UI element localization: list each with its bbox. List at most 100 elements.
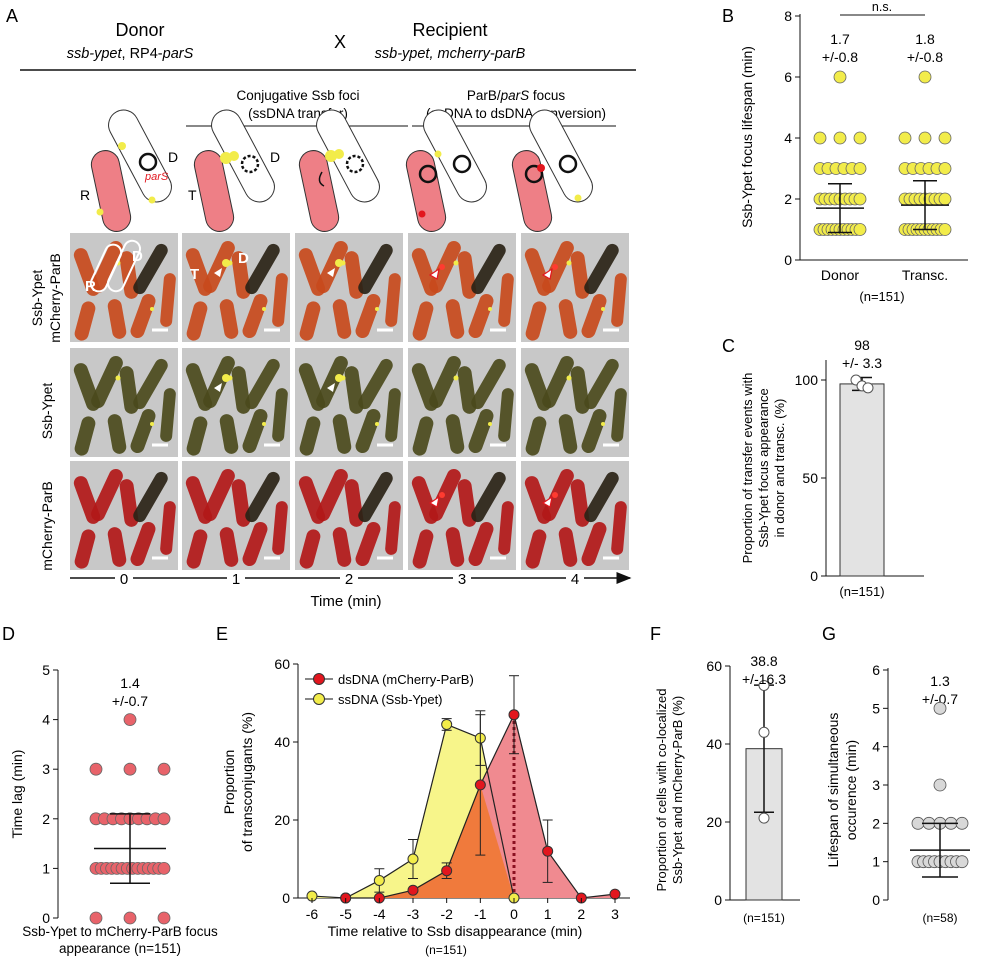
ypet-focus — [453, 375, 459, 381]
y-tick-label-40: 40 — [274, 734, 290, 750]
stage2-label-line1: ParB/parS focus — [467, 88, 566, 103]
micrograph-label-d: D — [132, 248, 143, 265]
micrograph-cell — [332, 414, 352, 454]
data-point — [918, 70, 932, 84]
label-d-2: D — [270, 149, 280, 165]
micrograph-cell — [445, 299, 465, 339]
micrograph-cell — [203, 240, 235, 294]
y-tick-label-40: 40 — [706, 736, 722, 752]
micrograph-cell — [160, 501, 176, 555]
stage1-label-line1: Conjugative Ssb foci — [236, 88, 359, 103]
g-annot-sd: +/-0.7 — [922, 691, 958, 707]
arrowhead-red — [541, 267, 553, 280]
b-points — [813, 70, 952, 236]
y-tick-label-0: 0 — [810, 568, 818, 584]
micrograph-cell — [91, 240, 123, 294]
micrograph-cell — [498, 388, 514, 442]
arrowhead-white — [214, 268, 222, 277]
g-annot-mean: 1.3 — [930, 673, 950, 689]
e-point-dsdna — [441, 865, 453, 877]
y-tick-label-2: 2 — [42, 811, 50, 827]
micrograph-cell — [584, 243, 619, 295]
ypet-focus — [601, 307, 605, 311]
micrograph-cell — [107, 527, 127, 567]
d-annot-sd: +/-0.7 — [112, 693, 148, 709]
micrograph-cell — [130, 408, 156, 454]
panel-letter-g: G — [822, 624, 836, 644]
data-point — [833, 70, 847, 84]
data-point — [938, 131, 952, 145]
micrograph-merge-t1: TD — [182, 233, 290, 342]
e-legend-ssdna-marker — [313, 693, 325, 705]
micrograph-cell — [133, 358, 168, 410]
g-data-point — [933, 778, 947, 792]
micrograph-cell — [316, 468, 348, 522]
ypet-focus — [566, 375, 572, 381]
micrograph-cell — [91, 355, 123, 409]
micrograph-cell — [203, 468, 235, 522]
micrograph-cell — [219, 414, 239, 454]
x-tick-label-3: 3 — [611, 906, 619, 922]
micrograph-cell — [471, 471, 506, 523]
parb-focus — [439, 264, 445, 270]
micrograph-cell — [412, 301, 434, 341]
e-point-ssdna — [373, 874, 385, 886]
outline-donor — [106, 239, 142, 293]
ypet-focus — [150, 307, 154, 311]
ypet-focus — [115, 375, 121, 381]
micrograph-cell — [242, 408, 268, 454]
panel-letter-c: C — [722, 336, 735, 356]
micrograph-cell — [160, 273, 176, 327]
row-label-merge-2: mCherry-ParB — [47, 253, 63, 342]
e-legend-ssdna: ssDNA (Ssb-Ypet) — [338, 692, 443, 707]
time-tick-bg — [340, 570, 358, 586]
data-point — [157, 762, 171, 776]
y-tick-label-20: 20 — [274, 812, 290, 828]
data-point — [157, 911, 171, 925]
micrograph-cell — [332, 299, 352, 339]
micrograph-cell — [272, 501, 288, 555]
stage2-label-line2: (ssDNA to dsDNA conversion) — [426, 106, 606, 121]
b-annot-transc-sd: +/-0.8 — [907, 49, 943, 65]
micrograph-cell — [611, 388, 627, 442]
panel-f: 0 20 40 60 Proportion of cells with co-loca… — [654, 653, 800, 925]
ypet-focus-transfer — [222, 259, 230, 267]
micrograph-cell — [91, 468, 123, 522]
y-tick-label-5: 5 — [872, 700, 880, 716]
x-tick-label--1: -1 — [474, 906, 487, 922]
recipient-title: Recipient — [412, 20, 487, 40]
micrograph-cell — [186, 416, 208, 456]
x-tick-label--6: -6 — [306, 906, 319, 922]
micrograph-cell — [385, 501, 401, 555]
schematic-t1: T D — [188, 109, 280, 232]
micrograph-ssb-t4 — [521, 348, 629, 457]
y-tick-label-0: 0 — [714, 892, 722, 908]
micrograph-cell — [245, 471, 280, 523]
time-tick-0: 0 — [120, 571, 128, 588]
micrograph-ssb-t3 — [408, 348, 516, 457]
micrograph-cell — [316, 355, 348, 409]
micrograph-cell — [355, 521, 381, 567]
micrograph-cell — [272, 273, 288, 327]
ypet-focus-transfer — [335, 374, 343, 382]
data-point — [157, 812, 171, 826]
g-y-label-1: Lifespan of simultaneous — [825, 713, 841, 868]
g-y-label-2: occurence (min) — [843, 740, 859, 840]
micrograph-cell — [581, 408, 607, 454]
micrograph-cell — [558, 299, 578, 339]
b-category-donor: Donor — [821, 267, 859, 283]
data-point — [853, 223, 867, 236]
micrograph-cell — [445, 414, 465, 454]
ypet-focus — [488, 422, 492, 426]
micrograph-ssb-t0 — [70, 348, 178, 457]
x-tick-label--4: -4 — [373, 906, 386, 922]
micrograph-cell — [74, 416, 96, 456]
data-point — [89, 911, 103, 925]
schematic-t2 — [298, 109, 380, 232]
micrograph-cell — [245, 358, 280, 410]
panel-d: 0 1 2 3 4 5 Time lag (min) 1.4 +/-0.7 Ssb-Ype… — [9, 662, 218, 956]
micrograph-ssb-t2 — [295, 348, 403, 457]
data-point — [938, 192, 952, 206]
micrograph-cell — [186, 529, 208, 569]
